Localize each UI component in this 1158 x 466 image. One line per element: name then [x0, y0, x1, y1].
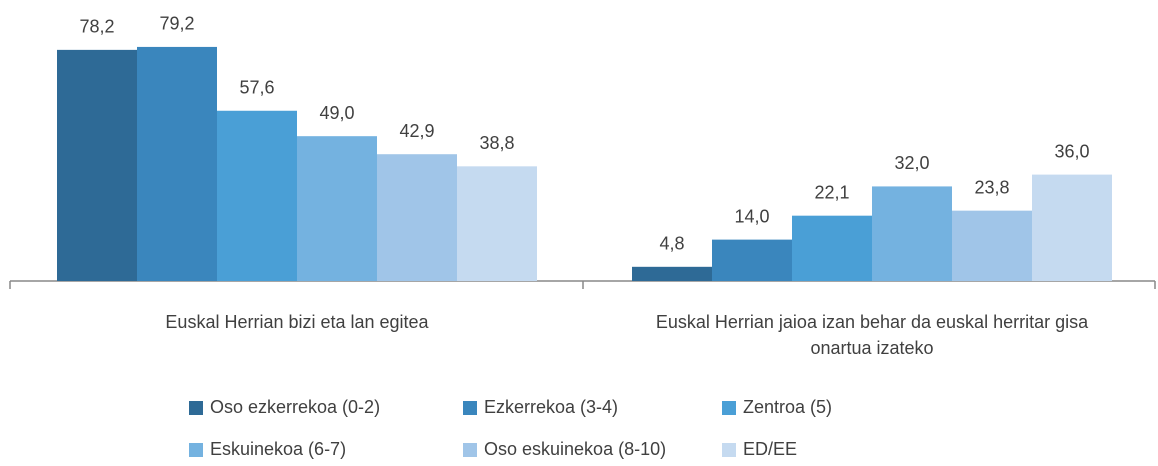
bar: [457, 166, 537, 281]
legend-swatch: [463, 401, 477, 415]
x-tick-label: Euskal Herrian jaioa izan behar da euska…: [655, 312, 1089, 358]
bar: [217, 110, 297, 281]
value-label: 57,6: [239, 78, 274, 98]
value-label: 32,0: [894, 153, 929, 173]
bar: [377, 154, 457, 281]
x-tick-label: Euskal Herrian bizi eta lan egitea: [165, 312, 429, 332]
value-label: 38,8: [479, 133, 514, 153]
bar: [632, 266, 712, 281]
legend-label: Oso ezkerrekoa (0-2): [210, 397, 380, 417]
value-label: 14,0: [734, 206, 769, 226]
legend-swatch: [189, 443, 203, 457]
legend-label: Oso eskuinekoa (8-10): [484, 439, 666, 459]
bar: [57, 49, 137, 282]
bar: [297, 136, 377, 281]
bar: [952, 210, 1032, 281]
legend-label: ED/EE: [743, 439, 797, 459]
bar: [872, 186, 952, 281]
value-label: 4,8: [659, 234, 684, 254]
value-label: 42,9: [399, 121, 434, 141]
value-label: 23,8: [974, 177, 1009, 197]
bar: [712, 239, 792, 281]
value-label: 22,1: [814, 182, 849, 202]
bar: [137, 46, 217, 281]
legend-label: Ezkerrekoa (3-4): [484, 397, 618, 417]
bar: [792, 215, 872, 281]
legend-swatch: [722, 443, 736, 457]
legend-label: Zentroa (5): [743, 397, 832, 417]
value-label: 49,0: [319, 103, 354, 123]
legend-swatch: [463, 443, 477, 457]
bar: [1032, 174, 1112, 281]
value-label: 36,0: [1054, 141, 1089, 161]
value-label: 79,2: [159, 14, 194, 34]
legend-swatch: [189, 401, 203, 415]
legend-label: Eskuinekoa (6-7): [210, 439, 346, 459]
value-label: 78,2: [79, 17, 114, 37]
legend-swatch: [722, 401, 736, 415]
